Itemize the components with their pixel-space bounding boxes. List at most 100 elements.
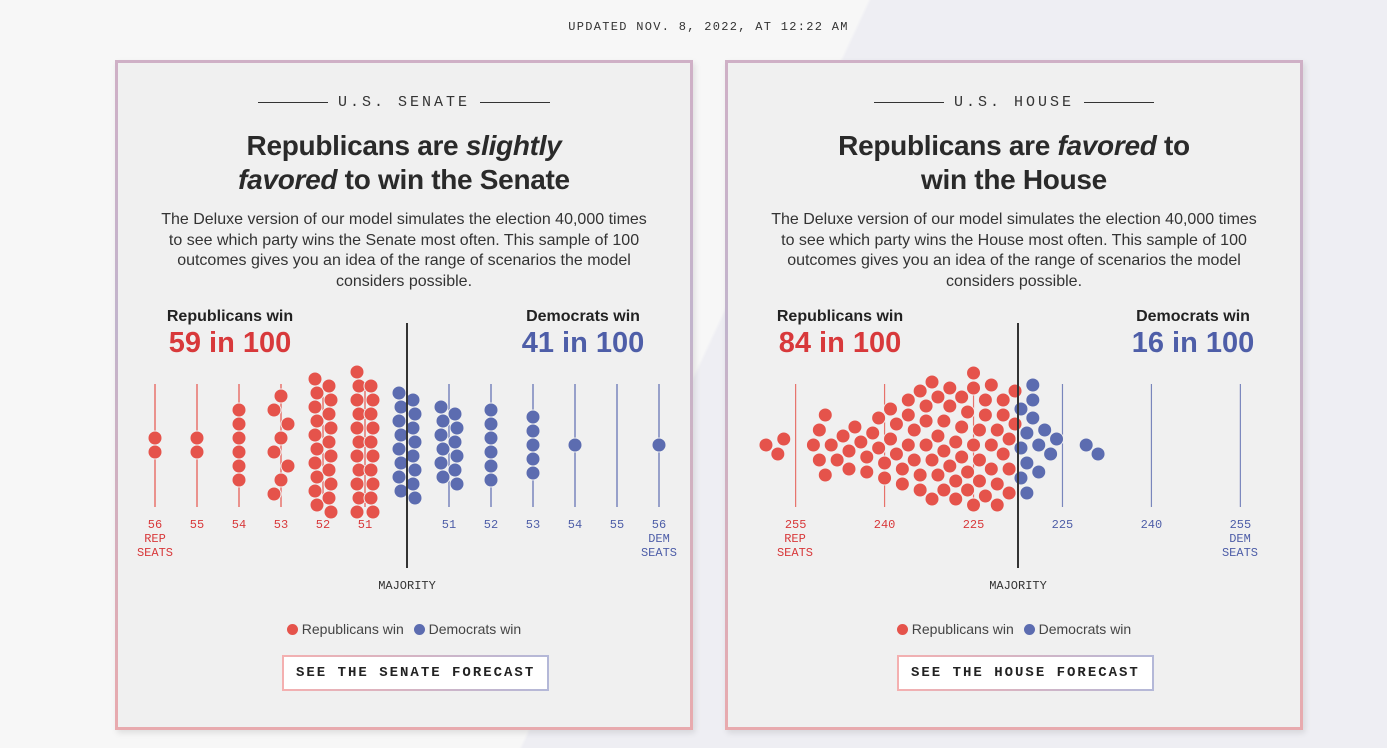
- see-senate-forecast-button[interactable]: SEE THE SENATE FORECAST: [282, 655, 550, 691]
- headline-text: Republicans are: [246, 130, 466, 161]
- outcome-dot: [651, 437, 667, 453]
- outcome-dot: [189, 444, 205, 460]
- axis-tick-label: 240: [874, 518, 896, 532]
- axis-note: SEATS: [777, 546, 813, 560]
- outcome-dot: [871, 440, 887, 456]
- axis-tick-label: 52: [316, 518, 330, 532]
- headline-emphasis: favored: [1057, 130, 1157, 161]
- dem-odds-label: Democrats win: [526, 308, 640, 325]
- rep-odds-value: 84 in 100: [778, 327, 902, 359]
- outcome-dot: [1007, 383, 1023, 399]
- outcome-dot: [391, 469, 407, 485]
- headline-text: win the House: [921, 164, 1107, 195]
- rep-odds-label: Republicans win: [166, 308, 294, 325]
- outcome-dot: [954, 449, 970, 465]
- updated-timestamp: UPDATED NOV. 8, 2022, AT 12:22 AM: [568, 20, 849, 34]
- axis-tick-label: 225: [1052, 518, 1074, 532]
- outcome-dot: [525, 423, 541, 439]
- outcome-dot: [877, 470, 893, 486]
- section-label: U.S. HOUSE: [728, 94, 1300, 111]
- outcome-dot: [433, 399, 449, 415]
- outcome-dot: [321, 434, 337, 450]
- outcome-dot: [770, 446, 786, 462]
- outcome-dot: [273, 430, 289, 446]
- outcome-dot: [983, 461, 999, 477]
- section-label: U.S. SENATE: [118, 94, 690, 111]
- outcome-dot: [900, 392, 916, 408]
- headline-text: to win the Senate: [337, 164, 570, 195]
- outcome-dot: [1043, 446, 1059, 462]
- axis-note: REP: [784, 532, 806, 546]
- outcome-dot: [859, 449, 875, 465]
- outcome-dot: [363, 462, 379, 478]
- majority-label: MAJORITY: [378, 579, 436, 593]
- headline-text: Republicans are: [838, 130, 1058, 161]
- axis-tick-label: 54: [232, 518, 246, 532]
- outcome-dot: [307, 371, 323, 387]
- outcome-dot: [989, 497, 1005, 513]
- outcome-dot: [823, 437, 839, 453]
- senate-card: U.S. SENATE Republicans are slightly favo…: [115, 60, 693, 730]
- outcome-dot: [1049, 431, 1065, 447]
- outcome-dot: [483, 416, 499, 432]
- see-house-forecast-button[interactable]: SEE THE HOUSE FORECAST: [897, 655, 1154, 691]
- outcome-dot: [405, 448, 421, 464]
- outcome-dot: [189, 430, 205, 446]
- outcome-dot: [930, 467, 946, 483]
- outcome-dot: [971, 452, 987, 468]
- outcome-dot: [349, 420, 365, 436]
- legend-rep: Republicans win: [301, 621, 404, 637]
- axis-note: DEM: [648, 532, 670, 546]
- dem-legend-dot-icon: [1023, 624, 1035, 635]
- outcome-dot: [483, 430, 499, 446]
- outcome-dot: [936, 443, 952, 459]
- outcome-dot: [407, 434, 423, 450]
- outcome-dot: [942, 380, 958, 396]
- outcome-dot: [948, 434, 964, 450]
- axis-note: SEATS: [641, 546, 677, 560]
- outcome-dot: [817, 407, 833, 423]
- dem-odds: Democrats win 41 in 100: [508, 308, 658, 360]
- section-text: U.S. HOUSE: [953, 94, 1074, 111]
- majority-label: MAJORITY: [989, 579, 1047, 593]
- house-dot-chart: 255 240 225 225 240 255MAJORITYREPSEATSDEMSEA…: [758, 323, 1258, 593]
- outcome-dot: [847, 419, 863, 435]
- outcome-dot: [1013, 401, 1029, 417]
- rep-legend-dot-icon: [896, 624, 908, 635]
- axis-tick-label: 56: [148, 518, 162, 532]
- outcome-dot: [1019, 455, 1035, 471]
- axis-note: REP: [144, 532, 166, 546]
- outcome-dot: [912, 482, 928, 498]
- outcome-dot: [433, 455, 449, 471]
- headline: Republicans are slightly favored to win t…: [118, 129, 690, 197]
- legend: Republicans win Democrats win: [728, 621, 1300, 637]
- outcome-dot: [936, 413, 952, 429]
- divider: [480, 101, 551, 103]
- outcome-dot: [888, 446, 904, 462]
- outcome-dot: [323, 476, 339, 492]
- outcome-dot: [483, 458, 499, 474]
- outcome-dot: [280, 458, 296, 474]
- axis-tick-label: 51: [442, 518, 456, 532]
- axis-tick-label: 225: [963, 518, 985, 532]
- headline: Republicans are favored to win the House: [728, 129, 1300, 197]
- outcome-dot: [966, 380, 982, 396]
- dem-odds: Democrats win 16 in 100: [1118, 308, 1268, 360]
- outcome-dot: [805, 437, 821, 453]
- outcome-dot: [483, 444, 499, 460]
- outcome-dot: [930, 428, 946, 444]
- outcome-dot: [871, 410, 887, 426]
- outcome-dot: [307, 483, 323, 499]
- axis-note: SEATS: [1222, 546, 1258, 560]
- description: The Deluxe version of our model simulate…: [771, 211, 1257, 290]
- outcome-dot: [954, 419, 970, 435]
- outcome-dot: [989, 422, 1005, 438]
- legend: Republicans win Democrats win: [118, 621, 690, 637]
- outcome-dot: [918, 413, 934, 429]
- outcome-dot: [407, 462, 423, 478]
- outcome-dot: [407, 406, 423, 422]
- axis-tick-label: 53: [274, 518, 288, 532]
- outcome-dot: [309, 497, 325, 513]
- outcome-dot: [266, 444, 282, 460]
- outcome-dot: [1001, 431, 1017, 447]
